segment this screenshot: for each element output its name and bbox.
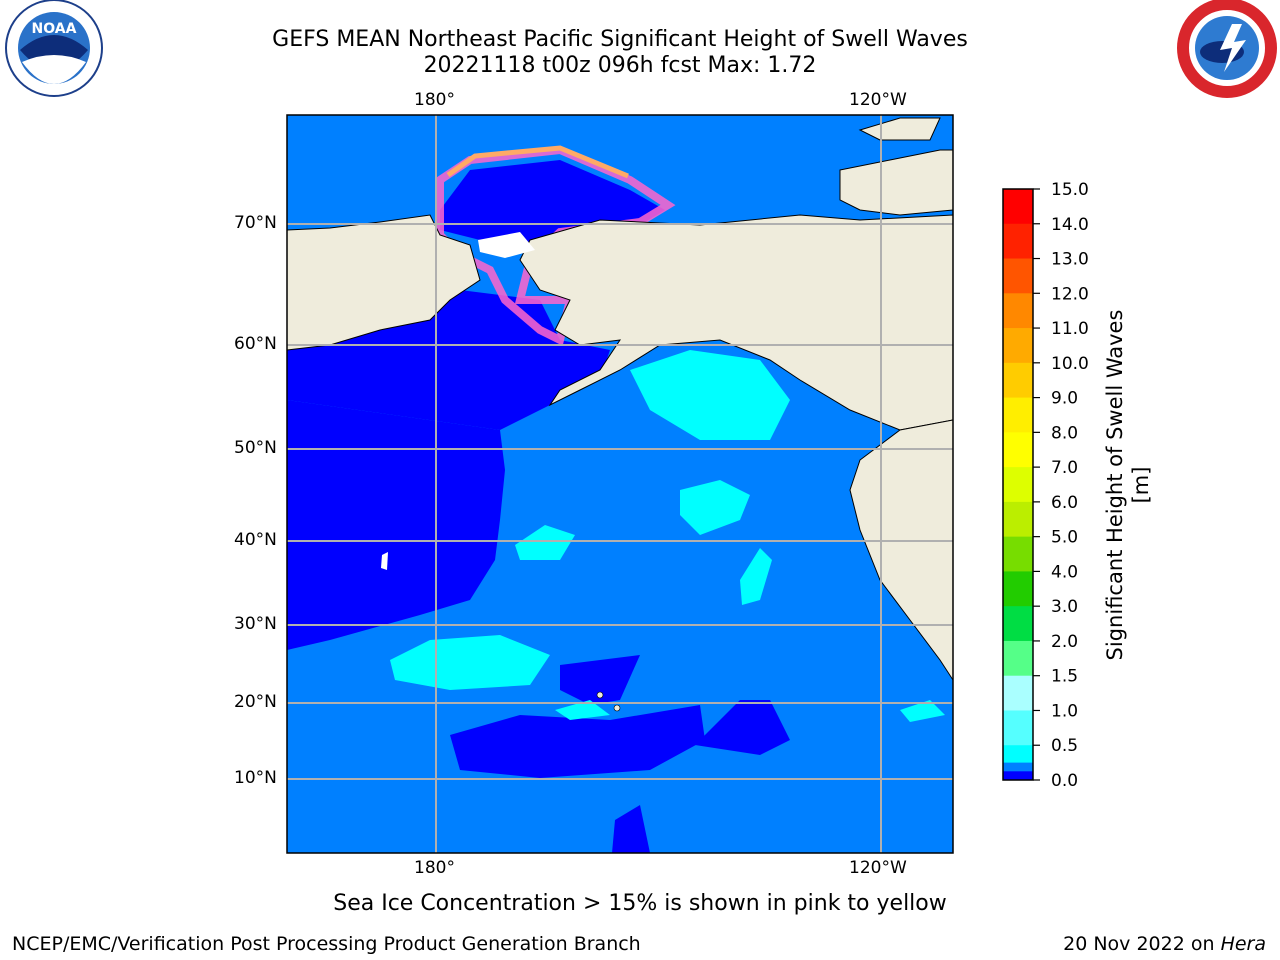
colorbar-swatch bbox=[1003, 362, 1033, 399]
low-swell-west bbox=[287, 400, 505, 650]
colorbar-swatch bbox=[1003, 189, 1033, 225]
map-title-line1: GEFS MEAN Northeast Pacific Significant … bbox=[272, 27, 968, 52]
colorbar-swatch bbox=[1003, 258, 1033, 294]
colorbar-swatch bbox=[1003, 328, 1033, 364]
colorbar-swatch bbox=[1003, 293, 1033, 329]
noaa-logo: NOAA bbox=[5, 0, 103, 97]
lat-tick-20n: 20°N bbox=[234, 692, 277, 712]
colorbar-tick-label: 0.5 bbox=[1051, 736, 1078, 756]
colorbar-swatch bbox=[1003, 432, 1033, 468]
colorbar-tick-label: 7.0 bbox=[1051, 458, 1078, 478]
colorbar-tick-label: 8.0 bbox=[1051, 423, 1078, 443]
colorbar-tick-label: 11.0 bbox=[1051, 319, 1089, 339]
map-frame bbox=[286, 114, 954, 854]
colorbar-swatch bbox=[1003, 397, 1033, 433]
colorbar-ticks: 15.0 14.0 13.0 12.0 11.0 10.0 9.0 8.0 7.0 6.0 5.0 4… bbox=[1033, 180, 1089, 791]
footer-date-text: 20 Nov 2022 on bbox=[1063, 933, 1221, 955]
lat-tick-10n: 10°N bbox=[234, 768, 277, 788]
lat-tick-70n: 70°N bbox=[234, 213, 277, 233]
low-swell-south bbox=[450, 705, 705, 778]
land-arctic-islands bbox=[839, 149, 953, 216]
colorbar-swatch bbox=[1003, 710, 1033, 746]
footer-credit: NCEP/EMC/Verification Post Processing Pr… bbox=[12, 933, 641, 955]
nws-logo bbox=[1177, 0, 1277, 98]
bottom-tick-120w: 120°W bbox=[849, 858, 907, 878]
lat-tick-60n: 60°N bbox=[234, 334, 277, 354]
colorbar-tick-label: 14.0 bbox=[1051, 215, 1089, 235]
map-area bbox=[287, 115, 953, 853]
colorbar-tick-label: 15.0 bbox=[1051, 180, 1089, 200]
footer-host: Hera bbox=[1220, 933, 1266, 955]
sea-ice-edge bbox=[436, 145, 676, 346]
colorbar-swatch bbox=[1003, 501, 1033, 538]
high-swell-gulf bbox=[630, 350, 790, 440]
top-tick-120w: 120°W bbox=[849, 90, 907, 110]
colorbar-tick-label: 4.0 bbox=[1051, 562, 1078, 582]
low-swell-arctic bbox=[440, 160, 665, 250]
colorbar bbox=[1003, 189, 1033, 781]
colorbar-swatch bbox=[1003, 745, 1033, 764]
map-title-line2: 20221118 t00z 096h fcst Max: 1.72 bbox=[423, 53, 817, 78]
colorbar-tick-label: 9.0 bbox=[1051, 389, 1078, 409]
bottom-tick-180: 180° bbox=[414, 858, 455, 878]
lat-tick-40n: 40°N bbox=[234, 530, 277, 550]
lat-tick-30n: 30°N bbox=[234, 614, 277, 634]
colorbar-tick-label: 6.0 bbox=[1051, 493, 1078, 513]
colorbar-swatch bbox=[1003, 571, 1033, 607]
colorbar-swatch bbox=[1003, 467, 1033, 503]
colorbar-tick-label: 1.5 bbox=[1051, 667, 1078, 687]
colorbar-swatch bbox=[1003, 536, 1033, 572]
colorbar-tick-label: 2.0 bbox=[1051, 632, 1078, 652]
colorbar-tick-label: 1.0 bbox=[1051, 701, 1078, 721]
lat-tick-50n: 50°N bbox=[234, 438, 277, 458]
colorbar-frame bbox=[1002, 188, 1034, 781]
colorbar-swatch bbox=[1003, 223, 1033, 260]
noaa-logo-text: NOAA bbox=[32, 21, 77, 37]
colorbar-tick-label: 3.0 bbox=[1051, 597, 1078, 617]
colorbar-tick-label: 10.0 bbox=[1051, 354, 1089, 374]
colorbar-tick-label: 0.0 bbox=[1051, 771, 1078, 791]
colorbar-tick-label: 12.0 bbox=[1051, 284, 1089, 304]
colorbar-swatch bbox=[1003, 762, 1033, 772]
colorbar-tick-label: 13.0 bbox=[1051, 250, 1089, 270]
footer-date: 20 Nov 2022 on Hera bbox=[1063, 933, 1266, 955]
colorbar-swatch bbox=[1003, 606, 1033, 642]
colorbar-label: Significant Height of Swell Waves [m] bbox=[1103, 309, 1153, 661]
graticule bbox=[287, 115, 953, 853]
top-tick-180: 180° bbox=[414, 90, 455, 110]
colorbar-swatch bbox=[1003, 771, 1033, 781]
sea-ice-caption: Sea Ice Concentration > 15% is shown in … bbox=[333, 891, 947, 916]
colorbar-swatch bbox=[1003, 675, 1033, 711]
colorbar-tick-label: 5.0 bbox=[1051, 528, 1078, 548]
colorbar-swatch bbox=[1003, 640, 1033, 677]
